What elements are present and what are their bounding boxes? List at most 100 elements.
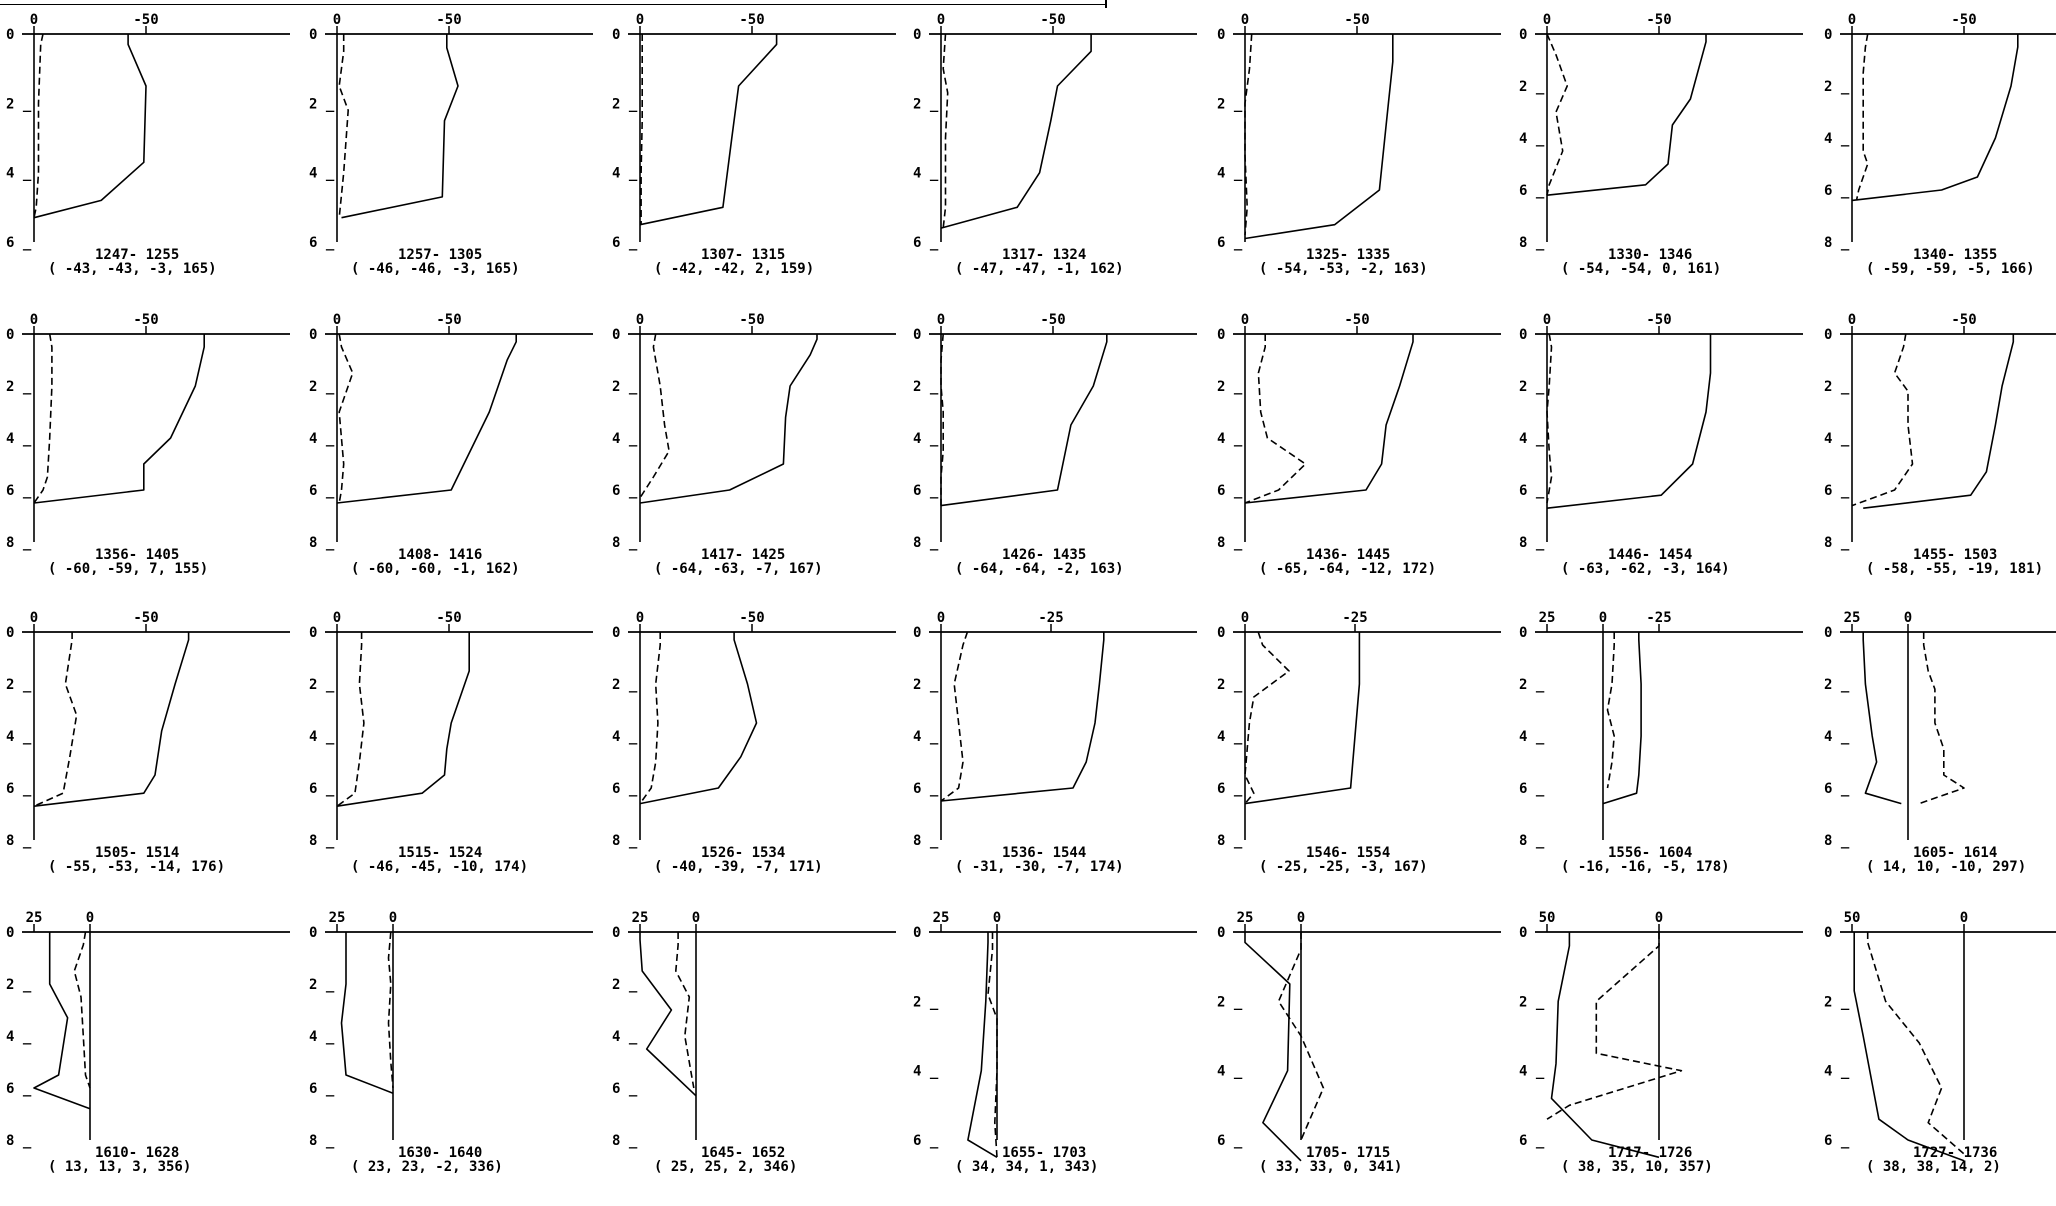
y-tick-label: 0 (1824, 925, 1832, 941)
y-tick-label: 8 _ (6, 1133, 32, 1149)
x-tick-label: -50 (133, 312, 158, 328)
x-tick-label: 0 (1543, 312, 1551, 328)
y-tick-label: 0 (913, 625, 921, 641)
x-tick-label: 25 (26, 910, 43, 926)
series-line-dashed (940, 631, 969, 802)
profile-panel: 0 -50 0 2 _ 4 _ 6 _ 8 _ 1436- 1445( -65, -64, -… (1211, 308, 1501, 608)
profile-panel: 0 -50 0 2 _ 4 _ 6 _ 8 _ 1515- 1524( -46, -45, -… (303, 606, 593, 906)
y-tick-label: 0 (1217, 327, 1225, 343)
x-tick-label: 0 (333, 12, 341, 28)
series-line-solid (1862, 632, 1902, 805)
x-tick-label: 0 (30, 12, 38, 28)
y-tick-label: 8 _ (309, 1133, 335, 1149)
panel-stats: ( -40, -39, -7, 171) (654, 859, 823, 875)
y-tick-label: 0 (1217, 625, 1225, 641)
profile-panel: 0 -50 0 2 _ 4 _ 6 _ 8 _ 1455- 1503( -58, -55, -… (1818, 308, 2056, 608)
profile-plot-svg: 0 -50 0 2 _ 4 _ 6 _ 8 _ (1217, 312, 1501, 551)
y-tick-label: 4 _ (1217, 729, 1243, 745)
x-tick-label: 0 (636, 12, 644, 28)
y-tick-label: 4 _ (309, 431, 335, 447)
panel-title: 1515- 1524 (398, 845, 483, 861)
y-tick-label: 6 _ (309, 235, 335, 251)
profile-plot-svg: 0 -50 0 2 _ 4 _ 6 _ (6, 12, 290, 251)
y-tick-label: 6 _ (913, 235, 939, 251)
series-line-dashed (1851, 333, 1914, 507)
x-tick-label: 0 (30, 312, 38, 328)
profile-plot-svg: 25 0 0 2 _ 4 _ 6 _ 8 _ (309, 910, 593, 1149)
top-border-line (0, 0, 1107, 8)
panel-title: 1426- 1435 (1002, 547, 1087, 563)
y-tick-label: 2 _ (1217, 96, 1243, 112)
y-tick-label: 6 _ (1824, 183, 1850, 199)
profile-panel: 0 -50 0 2 _ 4 _ 6 _ 8 _ 1408- 1416( -60, -60, -… (303, 308, 593, 608)
profile-panel: 0 -50 0 2 _ 4 _ 6 _ 8 _ 1505- 1514( -55, -53, -… (0, 606, 290, 906)
panel-stats: ( -47, -47, -1, 162) (955, 261, 1124, 277)
y-tick-label: 0 (1824, 27, 1832, 43)
y-tick-label: 8 _ (612, 535, 638, 551)
series-line-solid (1244, 932, 1302, 1162)
y-tick-label: 2 _ (612, 379, 638, 395)
y-tick-label: 0 (612, 925, 620, 941)
y-tick-label: 8 _ (1824, 833, 1850, 849)
y-tick-label: 4 _ (6, 431, 32, 447)
panel-title: 1436- 1445 (1306, 547, 1391, 563)
y-tick-label: 2 _ (1217, 994, 1243, 1010)
series-line-solid (967, 932, 998, 1158)
y-tick-label: 2 _ (1824, 677, 1850, 693)
series-line-solid (1244, 334, 1414, 504)
profile-plot-svg: 0 -50 0 2 _ 4 _ 6 _ 8 _ (309, 610, 593, 849)
panel-stats: ( -43, -43, -3, 165) (48, 261, 217, 277)
series-line-solid (1244, 632, 1361, 805)
y-tick-label: 2 _ (913, 379, 939, 395)
panel-stats: ( 38, 38, 14, 2) (1866, 1159, 2001, 1175)
y-tick-label: 4 _ (913, 1064, 939, 1080)
x-tick-label: 0 (993, 910, 1001, 926)
x-tick-label: -50 (1646, 12, 1671, 28)
y-tick-label: 6 _ (6, 235, 32, 251)
y-tick-label: 8 _ (612, 1133, 638, 1149)
y-tick-label: 4 _ (309, 1029, 335, 1045)
series-line-dashed (33, 632, 78, 807)
x-tick-label: 0 (1241, 312, 1249, 328)
series-line-solid (1244, 34, 1394, 240)
y-tick-label: 4 _ (309, 166, 335, 182)
profile-plot-svg: 50 0 0 2 _ 4 _ 6 _ (1824, 910, 2056, 1162)
y-tick-label: 6 _ (6, 781, 32, 797)
y-tick-label: 2 _ (612, 96, 638, 112)
y-tick-label: 2 _ (309, 379, 335, 395)
x-tick-label: -50 (1344, 312, 1369, 328)
series-line-solid (940, 334, 1108, 507)
panel-stats: ( -25, -25, -3, 167) (1259, 859, 1428, 875)
y-tick-label: 2 _ (1824, 79, 1850, 95)
y-tick-label: 8 _ (1217, 535, 1243, 551)
y-tick-label: 6 _ (612, 483, 638, 499)
x-tick-label: -50 (1951, 312, 1976, 328)
y-tick-label: 2 _ (612, 977, 638, 993)
panel-stats: ( -60, -60, -1, 162) (351, 561, 520, 577)
profile-plot-svg: 0 -50 0 2 _ 4 _ 6 _ (309, 12, 593, 251)
y-tick-label: 4 _ (1824, 431, 1850, 447)
panel-title: 1505- 1514 (95, 845, 180, 861)
x-tick-label: 0 (333, 312, 341, 328)
panel-stats: ( 34, 34, 1, 343) (955, 1159, 1099, 1175)
series-line-solid (940, 632, 1105, 802)
x-tick-label: -25 (1646, 610, 1671, 626)
profile-panel: 0 -50 0 2 _ 4 _ 6 _ 8 _ 1446- 1454( -63, -62, -… (1513, 308, 1803, 608)
profile-panel: 0 -50 0 2 _ 4 _ 6 _ 8 _ 1340- 1355( -59, -59, -… (1818, 8, 2056, 308)
series-line-dashed (639, 632, 662, 805)
y-tick-label: 4 _ (1519, 431, 1545, 447)
y-tick-label: 4 _ (6, 1029, 32, 1045)
panel-stats: ( -16, -16, -5, 178) (1561, 859, 1730, 875)
x-tick-label: 0 (1960, 910, 1968, 926)
x-tick-label: -50 (739, 12, 764, 28)
panel-title: 1247- 1255 (95, 247, 180, 263)
y-tick-label: 2 _ (309, 96, 335, 112)
profile-plot-svg: 0 -50 0 2 _ 4 _ 6 _ (913, 12, 1197, 251)
y-tick-label: 8 _ (1519, 833, 1545, 849)
panel-title: 1536- 1544 (1002, 845, 1087, 861)
x-tick-label: -50 (739, 312, 764, 328)
y-tick-label: 2 _ (913, 677, 939, 693)
x-tick-label: -50 (436, 12, 461, 28)
panel-title: 1645- 1652 (701, 1145, 786, 1161)
profile-panel: 25 0 0 2 _ 4 _ 6 _ 8 _ 1630- 1640( 23, 23, -2, … (303, 906, 593, 1206)
